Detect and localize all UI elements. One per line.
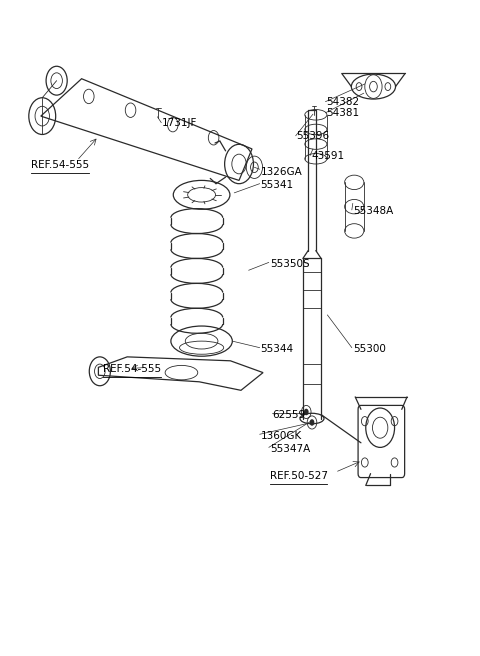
Circle shape [304,409,309,415]
Text: 43591: 43591 [311,151,344,161]
Text: REF.54-555: REF.54-555 [103,363,161,374]
Text: 1326GA: 1326GA [261,167,302,177]
Text: 62559: 62559 [273,409,306,420]
Circle shape [356,83,362,91]
Text: 55341: 55341 [261,180,294,190]
Text: 55347A: 55347A [270,443,310,454]
Text: REF.50-527: REF.50-527 [270,471,328,482]
Text: REF.54-555: REF.54-555 [0,655,1,656]
Text: REF.54-555: REF.54-555 [0,655,1,656]
Text: 54382: 54382 [326,96,360,107]
Text: 1360GK: 1360GK [261,430,302,441]
Circle shape [385,83,391,91]
Text: 55344: 55344 [261,344,294,354]
Text: REF.50-527: REF.50-527 [0,655,1,656]
Text: 55300: 55300 [353,344,385,354]
Text: 55348A: 55348A [353,206,393,216]
Text: 1731JF: 1731JF [162,117,198,128]
Text: 55396: 55396 [297,131,330,141]
Text: 55350S: 55350S [270,258,310,269]
Text: 54381: 54381 [326,108,360,118]
Circle shape [310,419,314,426]
Text: REF.54-555: REF.54-555 [31,160,89,171]
